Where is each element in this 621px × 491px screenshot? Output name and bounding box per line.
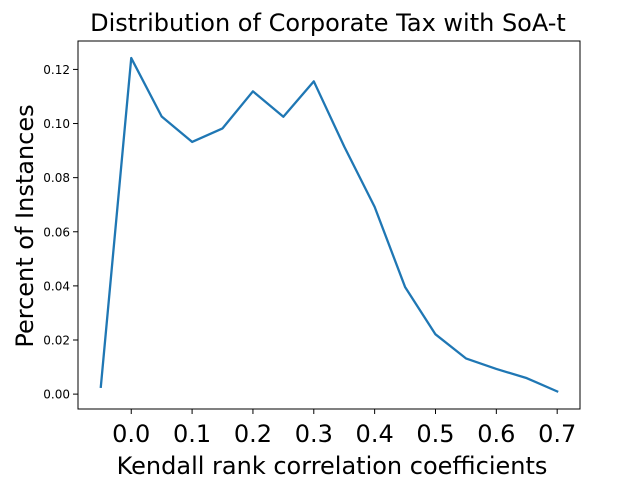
y-axis: 0.00 0.02 0.04 0.06 0.08 0.10 0.12 (43, 63, 78, 402)
y-axis-label: Percent of Instances (11, 104, 39, 347)
x-tick-label: 0.1 (173, 420, 211, 448)
x-tick-label: 0.4 (356, 420, 394, 448)
x-tick-label: 0.3 (295, 420, 333, 448)
x-tick-label: 0.0 (112, 420, 150, 448)
y-tick-label: 0.12 (43, 63, 70, 77)
plot-area (77, 40, 581, 410)
y-tick-label: 0.08 (43, 171, 70, 185)
x-tick-label: 0.7 (538, 420, 576, 448)
x-tick-label: 0.2 (234, 420, 272, 448)
y-tick-label: 0.02 (43, 334, 70, 348)
x-axis-label: Kendall rank correlation coefficients (117, 452, 548, 480)
x-tick-label: 0.5 (416, 420, 454, 448)
data-series-line (99, 56, 559, 393)
y-tick-label: 0.00 (43, 388, 70, 402)
chart-title: Distribution of Corporate Tax with SoA-t (90, 9, 566, 37)
x-tick-label: 0.6 (477, 420, 515, 448)
y-tick-label: 0.10 (43, 117, 70, 131)
x-axis: 0.0 0.1 0.2 0.3 0.4 0.5 0.6 0.7 (112, 409, 576, 448)
series-layer (99, 56, 559, 393)
plot-frame (77, 40, 581, 410)
y-tick-label: 0.06 (43, 225, 70, 239)
y-tick-label: 0.04 (43, 279, 70, 293)
